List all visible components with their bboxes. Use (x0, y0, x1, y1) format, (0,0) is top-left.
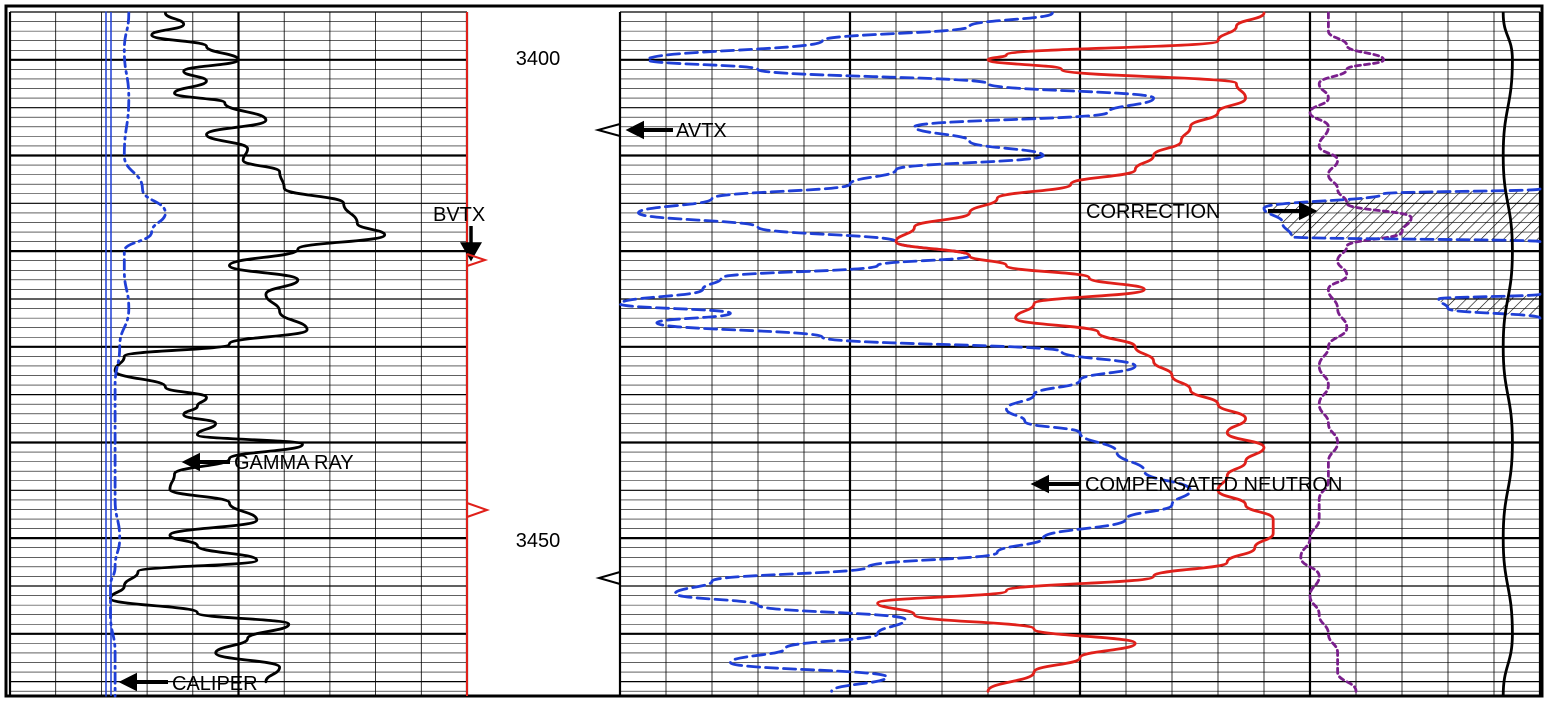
compensated-neutron-label: COMPENSATED NEUTRON (1085, 474, 1342, 496)
avtx-annotation: AVTX (594, 120, 727, 142)
bvtx-label: BVTX (433, 204, 485, 226)
depth-label-3400: 3400 (516, 48, 561, 70)
compensated-neutron-annotation: COMPENSATED NEUTRON (1030, 474, 1342, 496)
left-arrow-icon (625, 120, 673, 140)
caliper-curve (109, 11, 167, 698)
crossover-hatch (1264, 189, 1540, 242)
log-curves (105, 11, 1542, 698)
gamma-ray-annotation: GAMMA RAY (181, 452, 354, 474)
correction-label: CORRECTION (1086, 201, 1220, 223)
depth-marker-bvtx (466, 253, 489, 267)
annotations: AVTX BVTX GAMMA RAY CALIPER CORRECTION C… (118, 120, 1342, 695)
left-arrow-icon (118, 672, 168, 692)
crossover-shading (1264, 189, 1540, 319)
depth-label-3450: 3450 (516, 530, 561, 552)
compensated-neutron-curve (618, 11, 1192, 693)
correction-curve (1299, 11, 1413, 693)
crossover-hatch (1438, 294, 1540, 319)
depth-marker-avtx (594, 123, 621, 137)
chart-border (4, 4, 1544, 698)
depth-marker-black (595, 571, 621, 585)
depth-track: 3400 3450 (466, 12, 561, 696)
right-series-3-curve (1262, 187, 1542, 243)
right-series-4-curve (1437, 292, 1542, 320)
down-arrow-icon (459, 226, 483, 262)
caliper-annotation: CALIPER (118, 672, 258, 695)
right-series-5-curve (1501, 11, 1514, 698)
bvtx-annotation: BVTX (433, 204, 489, 267)
right-track-grid (618, 11, 1542, 696)
gamma-ray-curve (109, 11, 387, 684)
gamma-ray-label: GAMMA RAY (234, 452, 354, 474)
right-series-1-curve (876, 11, 1275, 693)
caliper-label: CALIPER (172, 673, 258, 695)
left-track-grid (8, 11, 469, 696)
avtx-label: AVTX (676, 120, 727, 142)
right-arrow-icon (1268, 201, 1318, 221)
left-arrow-icon (181, 452, 230, 472)
correction-annotation: CORRECTION (1086, 201, 1318, 223)
depth-marker-red (466, 502, 491, 518)
left-arrow-icon (1030, 474, 1081, 494)
depth-marker-lower (466, 502, 621, 585)
